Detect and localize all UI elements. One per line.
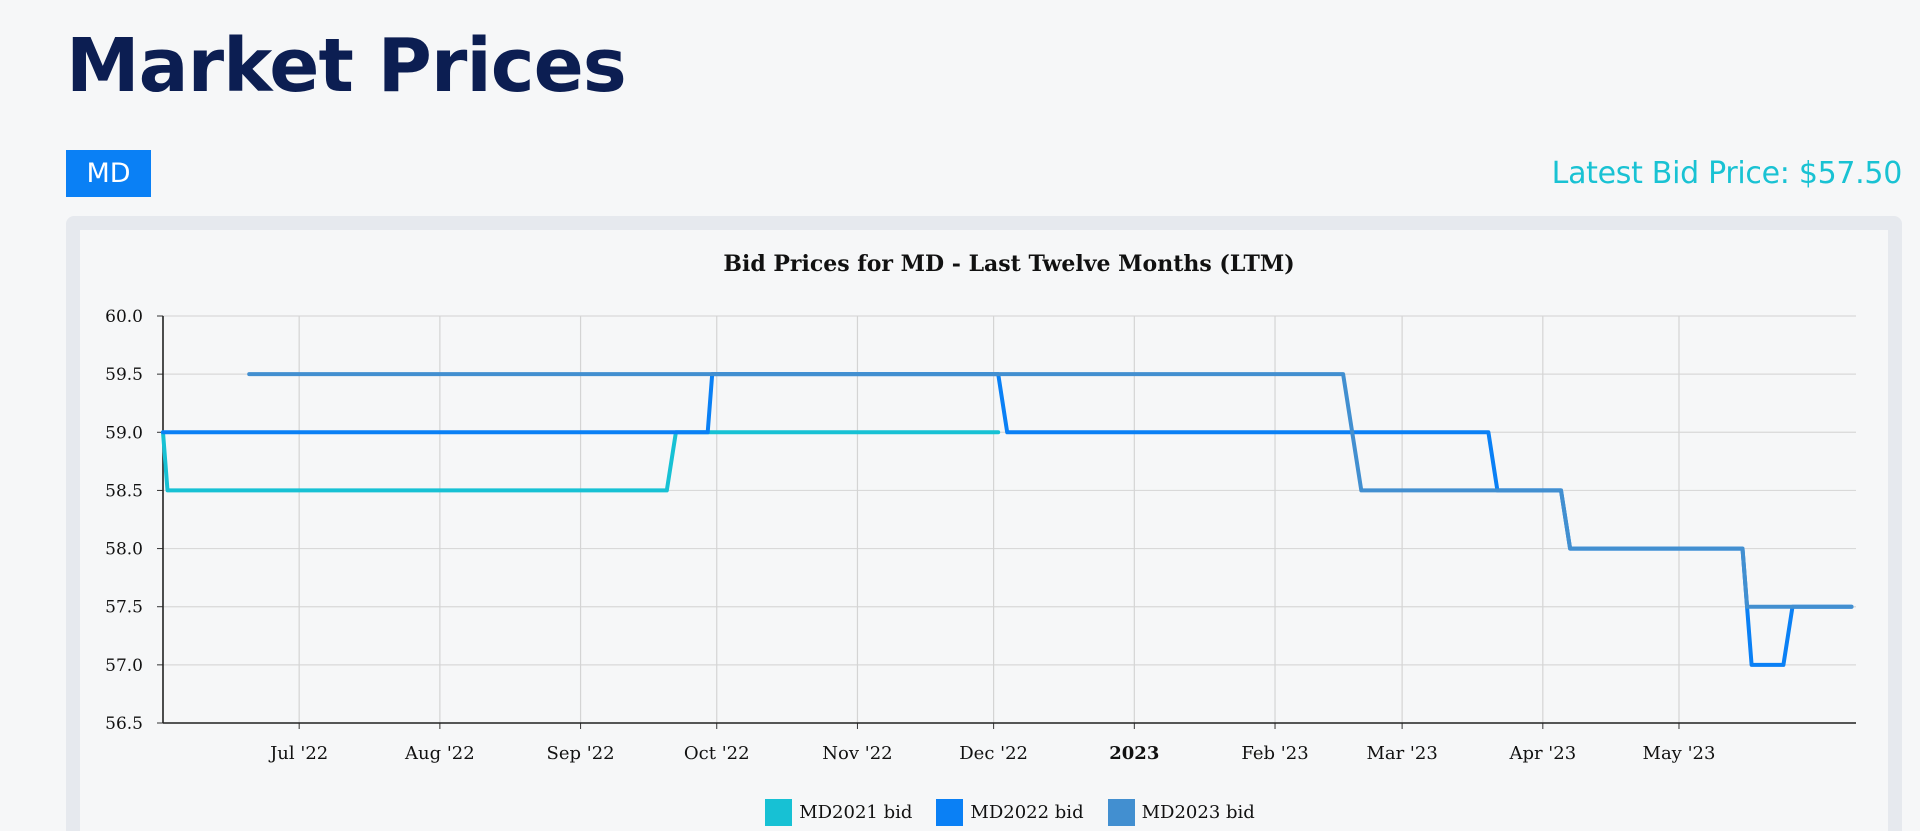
chart-title: Bid Prices for MD - Last Twelve Months (… [723,251,1294,277]
x-tick-label: Aug '22 [404,743,475,764]
x-tick-label: 2023 [1109,743,1159,764]
symbol-tab[interactable]: MD [66,150,151,197]
series-lines [161,372,1854,667]
y-tick-label: 58.5 [105,481,143,501]
legend-item[interactable]: MD2021 bid [765,799,912,826]
series-line-md2023-bid [247,372,1854,609]
y-tick-label: 56.5 [105,714,143,734]
y-tick-label: 59.0 [105,423,143,443]
legend-label: MD2021 bid [799,802,913,823]
y-tick-label: 60.0 [105,307,143,327]
series-line-md2022-bid [161,372,1854,667]
legend-swatch [1107,799,1135,826]
y-tick-label: 59.5 [105,365,143,385]
legend-label: MD2023 bid [1141,802,1255,823]
chart-legend: MD2021 bid MD2022 bid MD2023 bid [0,799,1920,826]
x-tick-label: Feb '23 [1241,743,1308,764]
axes: 56.5 57.0 57.5 58.0 58.5 59.0 59.5 60.0 Jul '22 A… [105,307,1856,764]
grid [163,315,1856,724]
series-line-md2021-bid [161,430,1001,493]
legend-swatch [936,799,964,826]
x-tick-label: Nov '22 [822,743,892,764]
legend-label: MD2022 bid [970,802,1084,823]
y-tick-label: 57.0 [105,656,143,676]
legend-swatch [765,799,793,826]
x-tick-label: Oct '22 [684,743,750,764]
legend-item[interactable]: MD2022 bid [936,799,1084,826]
x-tick-label: May '23 [1643,743,1716,764]
y-tick-label: 57.5 [105,598,143,618]
legend-item[interactable]: MD2023 bid [1107,799,1255,826]
x-tick-label: Apr '23 [1508,743,1576,764]
latest-bid-price: Latest Bid Price: $57.50 [1551,156,1903,191]
y-tick-label: 58.0 [105,540,143,560]
x-tick-label: Mar '23 [1366,743,1437,764]
chart-panel [80,230,1888,831]
x-tick-label: Sep '22 [547,743,615,764]
x-tick-label: Dec '22 [959,743,1028,764]
x-tick-label: Jul '22 [268,743,328,764]
page-title: Market Prices [66,23,627,109]
